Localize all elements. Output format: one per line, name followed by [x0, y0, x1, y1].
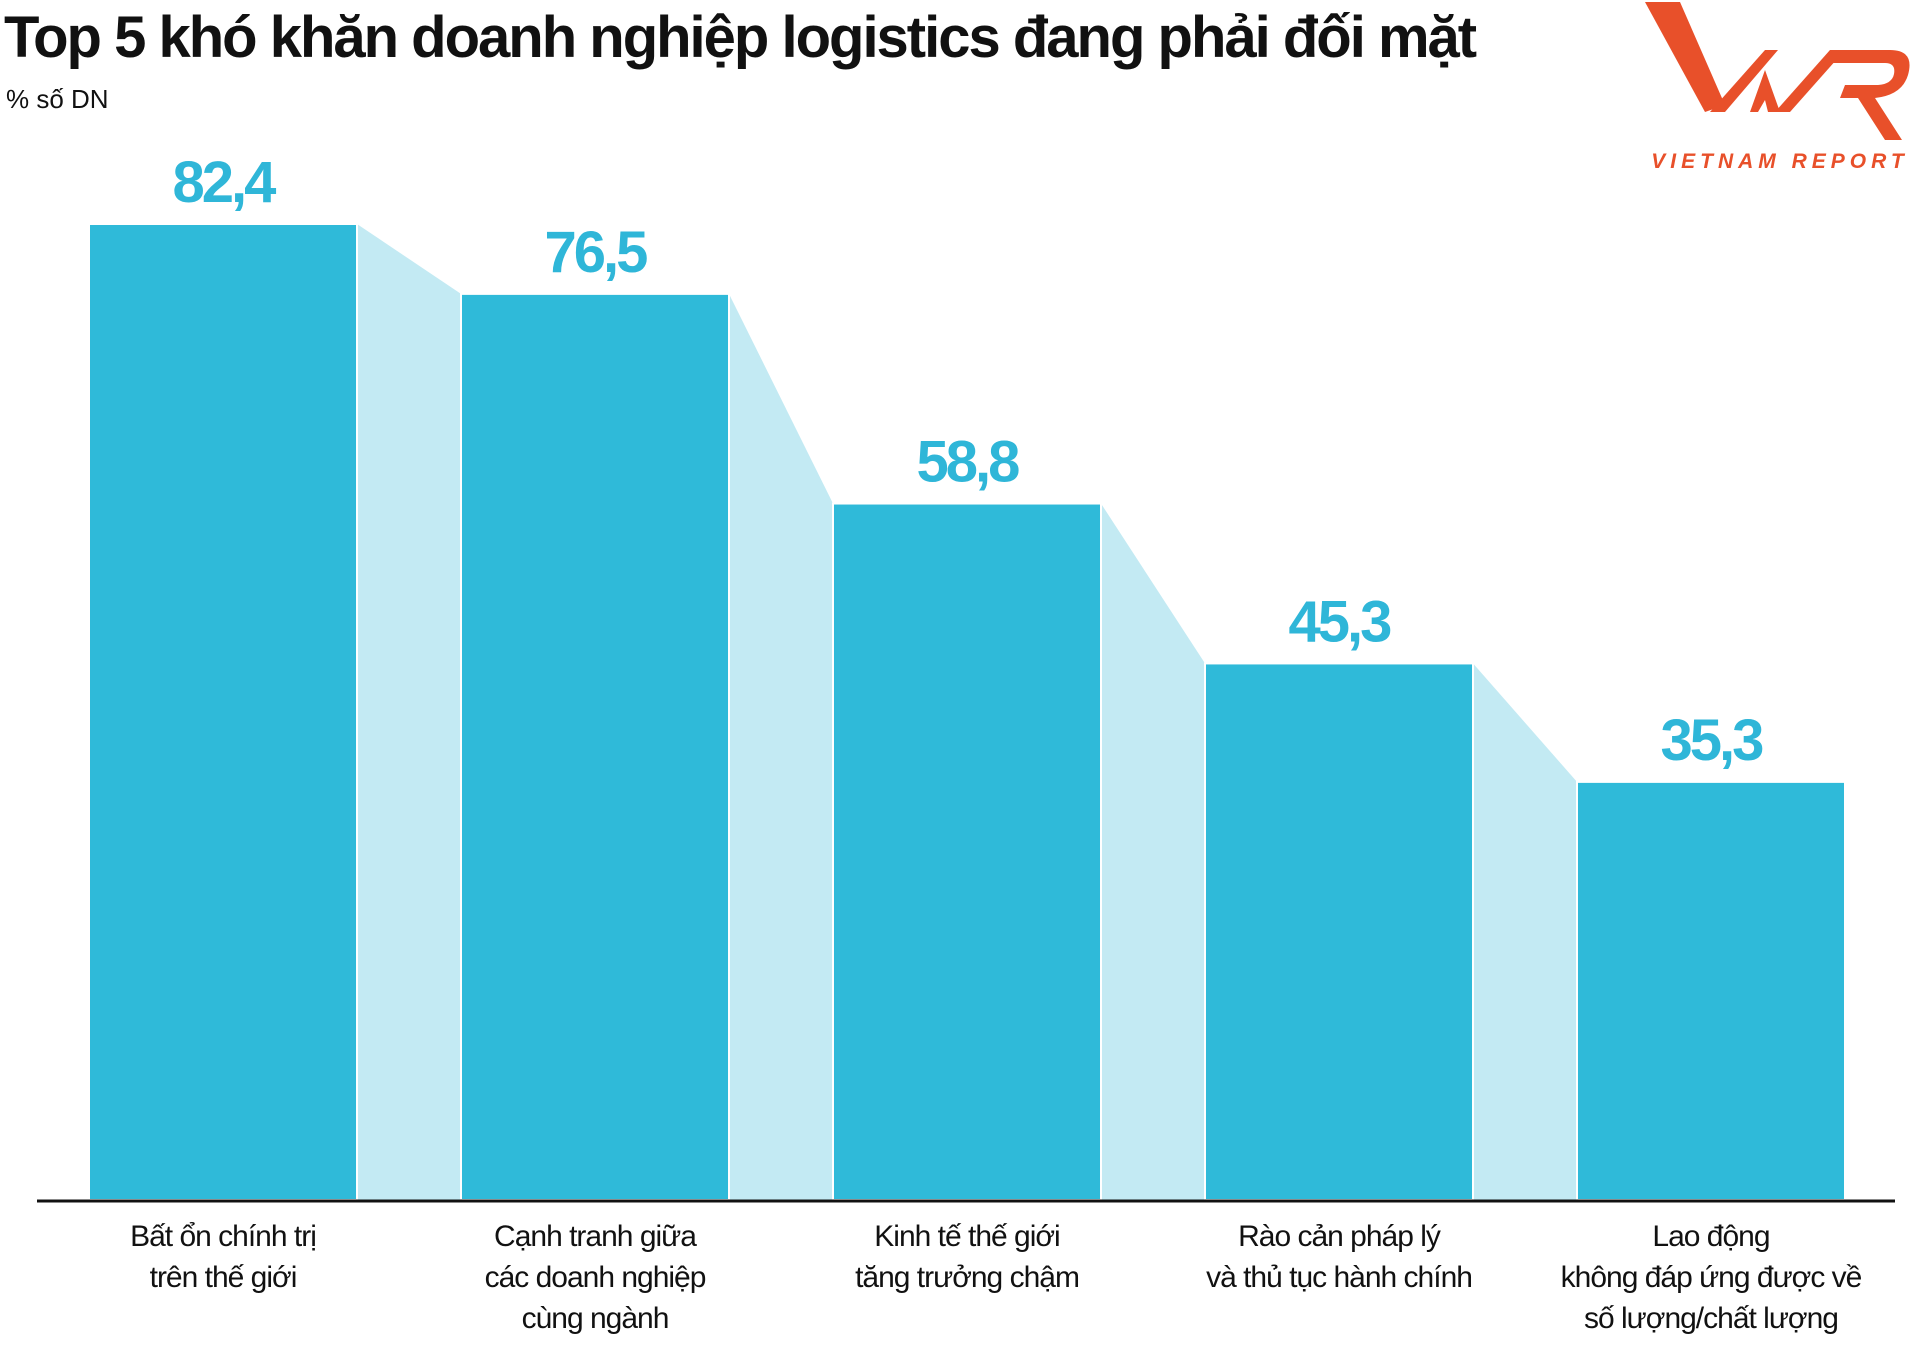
category-label-line: tăng trưởng chậm — [855, 1261, 1080, 1294]
bar — [460, 292, 730, 1201]
category-label-line: trên thế giới — [149, 1261, 298, 1294]
category-label-line: và thủ tục hành chính — [1206, 1261, 1473, 1294]
svg-text:VIETNAM REPORT: VIETNAM REPORT — [1651, 150, 1908, 173]
y-axis-label: % số DN — [6, 84, 109, 114]
category-label: Bất ổn chính trị trên thế giới — [37, 1216, 409, 1298]
bar — [88, 223, 358, 1201]
category-label: Kinh tế thế giới tăng trưởng chậm — [781, 1216, 1153, 1298]
category-label-line: Lao động — [1652, 1220, 1770, 1253]
data-label: 82,4 — [173, 150, 277, 215]
connector-band — [729, 293, 833, 1200]
connector-band — [1473, 663, 1577, 1200]
category-label-line: Rào cản pháp lý — [1238, 1220, 1441, 1253]
category-label-line: Cạnh tranh giữa — [494, 1220, 697, 1253]
data-label: 35,3 — [1661, 708, 1764, 773]
category-label-line: Kinh tế thế giới — [874, 1220, 1060, 1253]
category-label-line: không đáp ứng được về — [1560, 1261, 1863, 1294]
bar — [1576, 780, 1846, 1201]
vietnam-report-logo: VIETNAM REPORT — [1645, 2, 1910, 173]
category-label-line: Bất ổn chính trị — [130, 1220, 317, 1253]
bar — [1204, 662, 1474, 1201]
data-label: 45,3 — [1289, 589, 1392, 654]
bar — [832, 502, 1102, 1201]
category-label: Cạnh tranh giữa các doanh nghiệp cùng ngàn… — [409, 1216, 781, 1339]
data-label: 58,8 — [917, 430, 1020, 495]
connector-band — [1101, 503, 1205, 1201]
data-label: 76,5 — [545, 220, 648, 285]
chart-title: Top 5 khó khăn doanh nghiệp logistics đa… — [4, 5, 1477, 70]
connector-band — [357, 224, 461, 1200]
category-label-line: cùng ngành — [521, 1302, 670, 1335]
category-label: Lao động không đáp ứng được về số lượng/ch… — [1525, 1216, 1897, 1339]
category-label-line: các doanh nghiệp — [484, 1261, 707, 1294]
category-label: Rào cản pháp lý và thủ tục hành chính — [1153, 1216, 1525, 1298]
category-label-line: số lượng/chất lượng — [1584, 1302, 1839, 1335]
